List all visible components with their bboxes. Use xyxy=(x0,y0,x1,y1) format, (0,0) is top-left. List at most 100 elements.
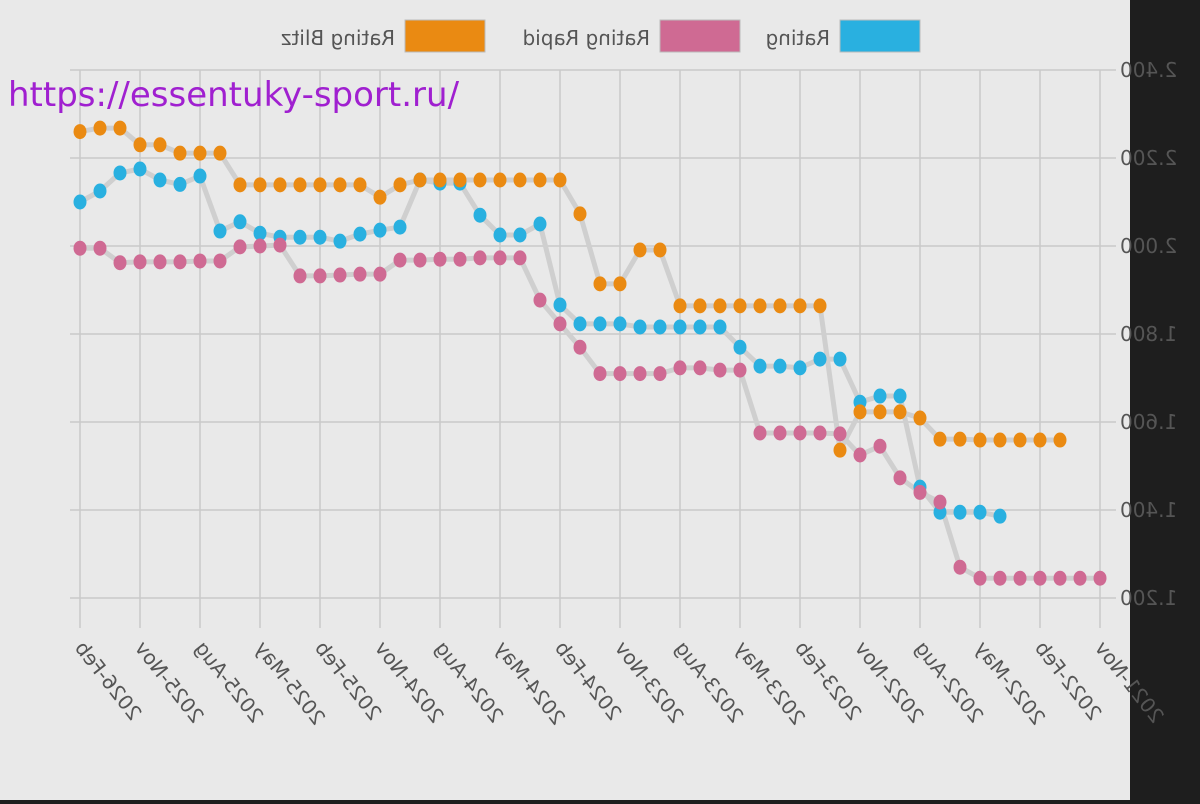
data-point xyxy=(133,254,147,270)
data-point xyxy=(153,172,167,188)
data-point xyxy=(333,177,347,193)
data-point xyxy=(733,362,747,378)
data-point xyxy=(753,425,767,441)
data-point xyxy=(733,298,747,314)
data-point xyxy=(273,237,287,253)
data-point xyxy=(313,268,327,284)
data-point xyxy=(113,165,127,181)
data-point xyxy=(1033,432,1047,448)
legend-label: Rating xyxy=(766,26,830,50)
data-point xyxy=(373,222,387,238)
data-point xyxy=(353,177,367,193)
data-point xyxy=(193,168,207,184)
data-point xyxy=(513,172,527,188)
data-point xyxy=(413,252,427,268)
data-point xyxy=(973,432,987,448)
data-point xyxy=(853,404,867,420)
data-point xyxy=(893,470,907,486)
data-point xyxy=(293,229,307,245)
data-point xyxy=(233,239,247,255)
legend-swatch xyxy=(839,19,921,53)
data-point xyxy=(793,425,807,441)
data-point xyxy=(473,250,487,266)
data-point xyxy=(893,404,907,420)
data-point xyxy=(873,404,887,420)
y-tick-label: 1.400 xyxy=(1120,498,1177,522)
data-point xyxy=(193,253,207,269)
data-point xyxy=(653,319,667,335)
data-point xyxy=(353,226,367,242)
data-point xyxy=(293,177,307,193)
data-point xyxy=(693,360,707,376)
data-point xyxy=(993,508,1007,524)
data-point xyxy=(693,298,707,314)
data-point xyxy=(73,240,87,256)
data-point xyxy=(593,366,607,382)
data-point xyxy=(893,388,907,404)
data-point xyxy=(513,227,527,243)
data-point xyxy=(93,240,107,256)
data-point xyxy=(673,319,687,335)
data-point xyxy=(1033,570,1047,586)
data-point xyxy=(213,223,227,239)
data-point xyxy=(113,120,127,136)
data-point xyxy=(573,316,587,332)
data-point xyxy=(793,298,807,314)
data-point xyxy=(613,276,627,292)
data-point xyxy=(773,425,787,441)
data-point xyxy=(473,207,487,223)
y-tick-label: 1.600 xyxy=(1120,410,1177,434)
data-point xyxy=(1013,570,1027,586)
data-point xyxy=(973,570,987,586)
data-point xyxy=(633,366,647,382)
data-point xyxy=(653,242,667,258)
data-point xyxy=(833,442,847,458)
data-point xyxy=(733,339,747,355)
data-point xyxy=(353,266,367,282)
data-point xyxy=(473,172,487,188)
data-point xyxy=(153,137,167,153)
y-tick-label: 2.000 xyxy=(1120,234,1177,258)
data-point xyxy=(213,253,227,269)
data-point xyxy=(373,266,387,282)
data-point xyxy=(933,494,947,510)
data-point xyxy=(593,316,607,332)
data-point xyxy=(713,298,727,314)
data-point xyxy=(813,425,827,441)
data-point xyxy=(453,172,467,188)
data-point xyxy=(133,137,147,153)
data-point xyxy=(793,360,807,376)
data-point xyxy=(993,432,1007,448)
data-point xyxy=(73,124,87,140)
y-tick-label: 1.800 xyxy=(1120,322,1177,346)
data-point xyxy=(393,219,407,235)
data-point xyxy=(453,251,467,267)
data-point xyxy=(433,251,447,267)
data-point xyxy=(293,268,307,284)
data-point xyxy=(333,233,347,249)
data-point xyxy=(373,189,387,205)
data-point xyxy=(1053,570,1067,586)
y-tick-label: 2.400 xyxy=(1120,58,1177,82)
data-point xyxy=(233,177,247,193)
data-point xyxy=(753,358,767,374)
data-point xyxy=(573,339,587,355)
legend-swatch xyxy=(404,19,486,53)
data-point xyxy=(613,316,627,332)
data-point xyxy=(913,484,927,500)
data-point xyxy=(873,438,887,454)
data-point xyxy=(313,229,327,245)
data-point xyxy=(493,227,507,243)
data-point xyxy=(333,267,347,283)
data-point xyxy=(1013,432,1027,448)
data-point xyxy=(973,504,987,520)
data-point xyxy=(633,319,647,335)
data-point xyxy=(393,177,407,193)
data-point xyxy=(253,177,267,193)
data-point xyxy=(633,242,647,258)
data-point xyxy=(413,172,427,188)
data-point xyxy=(833,426,847,442)
data-point xyxy=(933,431,947,447)
data-point xyxy=(693,319,707,335)
